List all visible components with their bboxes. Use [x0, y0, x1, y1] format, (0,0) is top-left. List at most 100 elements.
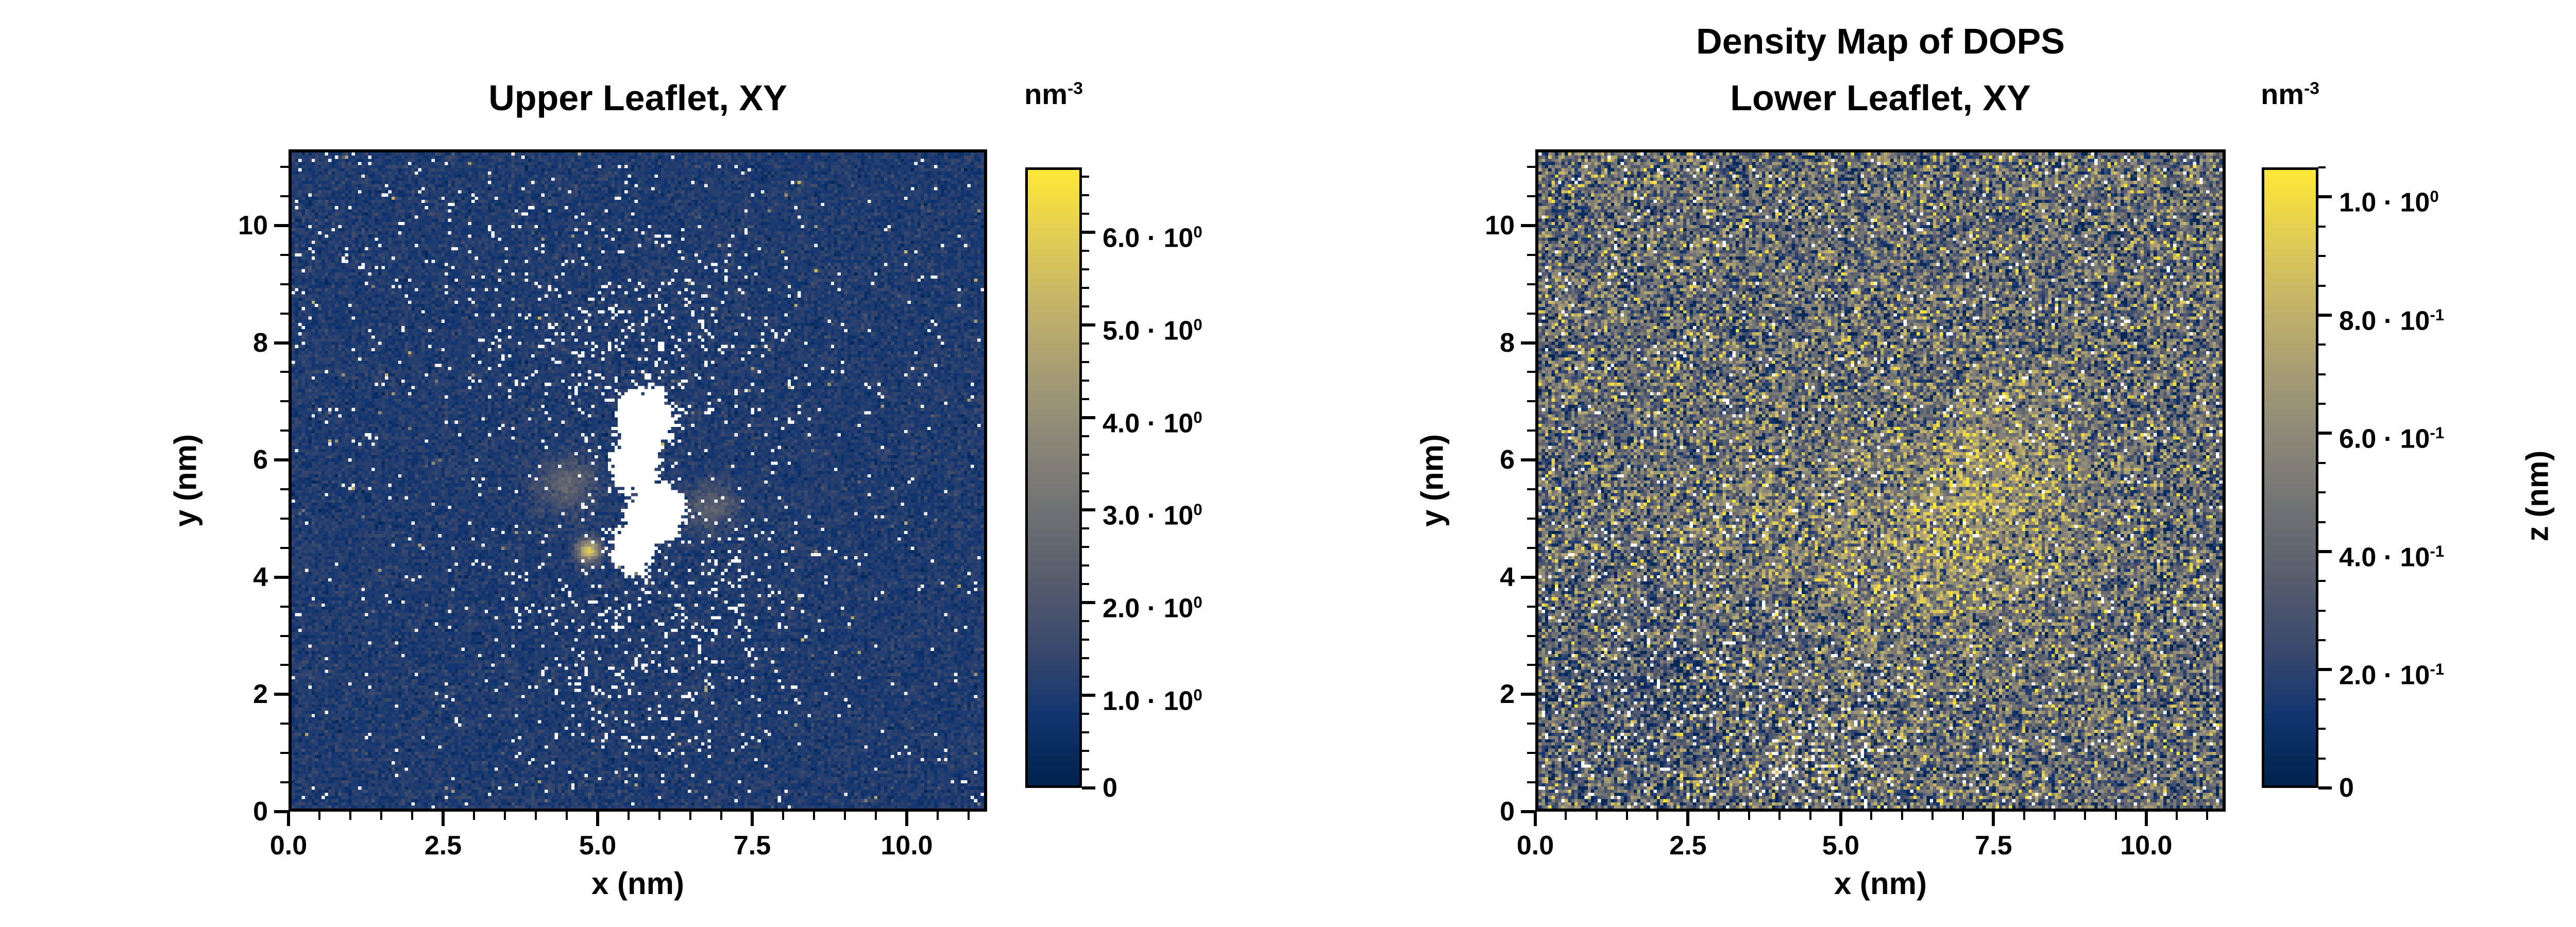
colorbar-tick-mark	[1082, 416, 1095, 419]
x-minor-tick	[566, 812, 568, 820]
x-minor-tick	[535, 812, 537, 820]
y-tick-label: -2	[2537, 614, 2576, 647]
colorbar-tick-mark	[2318, 550, 2332, 553]
x-minor-tick	[2176, 812, 2178, 820]
y-tick-mark	[1521, 458, 1535, 462]
x-tick-mark	[442, 812, 445, 826]
x-minor-tick	[380, 812, 382, 820]
x-minor-tick	[968, 812, 970, 820]
x-minor-tick	[2053, 812, 2056, 820]
colorbar-tick-mark	[2318, 786, 2332, 789]
y-minor-tick	[280, 166, 289, 168]
colorbar-minor-tick	[1082, 342, 1089, 345]
y-tick-mark	[274, 224, 289, 227]
x-tick-label: 2.5	[1669, 831, 1707, 861]
y-tick-label: 2	[1500, 679, 1515, 710]
y-tick-label: 2	[253, 679, 268, 710]
colorbar-minor-tick	[2318, 521, 2326, 523]
figure-suptitle: Density Map of DOPS	[1696, 21, 2065, 61]
colorbar-minor-tick	[1082, 453, 1089, 456]
colorbar-minor-tick	[2318, 491, 2326, 494]
y-tick-mark	[274, 810, 289, 813]
colorbar-tick-mark	[2318, 432, 2332, 435]
colorbar-tick-label: 4.0 · 100	[1103, 408, 1202, 438]
x-tick-label: 10.0	[880, 831, 933, 861]
x-minor-tick	[1748, 812, 1751, 820]
colorbar-minor-tick	[1082, 676, 1089, 678]
y-minor-tick	[280, 752, 289, 754]
x-minor-tick	[720, 812, 722, 820]
x-minor-tick	[1809, 812, 1811, 820]
y-minor-tick	[280, 400, 289, 403]
y-minor-tick	[280, 781, 289, 784]
y-minor-tick	[1527, 283, 1535, 285]
y-tick-label: 6	[1500, 445, 1515, 475]
colorbar-minor-tick	[1082, 249, 1089, 252]
colorbar-tick-label: 5.0 · 100	[1103, 315, 1202, 346]
colorbar-tick-label: 2.0 · 10-1	[2339, 660, 2445, 691]
colorbar-tick-mark	[1082, 601, 1095, 605]
x-tick-label: 7.5	[733, 831, 771, 861]
y-minor-tick	[280, 634, 289, 637]
y-tick-label: 4	[2537, 211, 2576, 244]
colorbar-minor-tick	[2318, 255, 2326, 258]
x-tick-label: 0.0	[1516, 831, 1554, 861]
x-tick-label: 0.0	[269, 831, 308, 861]
lower-leaflet-xaxis-label: x (nm)	[1834, 866, 1927, 901]
x-minor-tick	[937, 812, 939, 820]
colorbar-tick-label: 6.0 · 10-1	[2339, 424, 2445, 454]
y-minor-tick	[1527, 430, 1535, 432]
x-minor-tick	[318, 812, 320, 820]
colorbar-minor-tick	[2318, 757, 2326, 760]
x-minor-tick	[2206, 812, 2209, 820]
x-tick-label: 10.0	[2120, 831, 2173, 861]
x-minor-tick	[844, 812, 846, 820]
y-minor-tick	[1527, 312, 1535, 315]
x-minor-tick	[1656, 812, 1659, 820]
x-minor-tick	[1565, 812, 1567, 820]
colorbar-tick-mark	[2318, 313, 2332, 317]
y-minor-tick	[1527, 371, 1535, 373]
colorbar-tick-label: 0	[2339, 773, 2354, 803]
y-minor-tick	[1527, 605, 1535, 608]
y-tick-mark	[1521, 810, 1535, 813]
x-minor-tick	[1931, 812, 1934, 820]
y-tick-mark	[1521, 693, 1535, 696]
x-minor-tick	[1595, 812, 1598, 820]
y-tick-label: 4	[1500, 562, 1515, 592]
colorbar-tick-mark	[1082, 323, 1095, 327]
colorbar-minor-tick	[2318, 728, 2326, 730]
colorbar-minor-tick	[1082, 620, 1089, 623]
lower-leaflet-colorbar-unit: nm-3	[2261, 78, 2319, 110]
y-tick-label: -4	[2537, 748, 2576, 781]
x-minor-tick	[473, 812, 475, 820]
x-minor-tick	[2114, 812, 2117, 820]
y-minor-tick	[1527, 634, 1535, 637]
x-tick-label: 5.0	[579, 831, 617, 861]
y-minor-tick	[280, 371, 289, 373]
colorbar-minor-tick	[2318, 698, 2326, 700]
y-tick-mark	[274, 458, 289, 462]
upper-leaflet-colorbar-gradient	[1028, 170, 1079, 785]
y-minor-tick	[280, 723, 289, 725]
colorbar-minor-tick	[2318, 461, 2326, 464]
colorbar-minor-tick	[2318, 639, 2326, 642]
upper-leaflet-xaxis-label: x (nm)	[591, 866, 684, 901]
x-minor-tick	[875, 812, 877, 820]
y-minor-tick	[1527, 752, 1535, 754]
y-tick-label: 8	[253, 328, 268, 358]
y-minor-tick	[1527, 723, 1535, 725]
x-tick-label: 2.5	[424, 831, 462, 861]
x-minor-tick	[1901, 812, 1903, 820]
y-tick-mark	[1521, 224, 1535, 227]
x-minor-tick	[2084, 812, 2087, 820]
x-minor-tick	[1778, 812, 1781, 820]
y-minor-tick	[280, 195, 289, 198]
colorbar-minor-tick	[1082, 731, 1089, 734]
x-tick-mark	[1686, 812, 1690, 826]
colorbar-minor-tick	[1082, 268, 1089, 270]
colorbar-minor-tick	[1082, 175, 1089, 178]
y-tick-label: 8	[1500, 328, 1515, 358]
y-tick-mark	[1521, 341, 1535, 345]
